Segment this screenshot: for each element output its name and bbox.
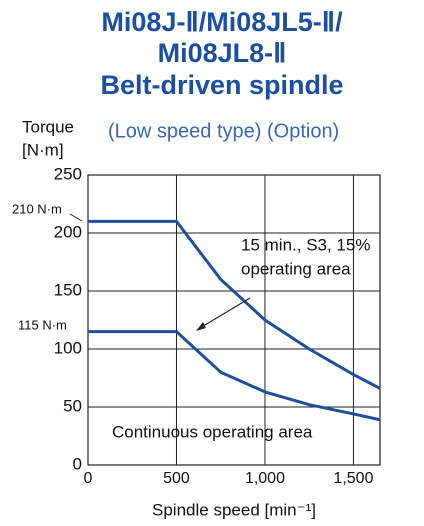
annotation: 115 N·m [18, 317, 67, 332]
x-tick-label: 500 [163, 470, 190, 487]
x-tick-label: 1,500 [333, 470, 373, 487]
y-tick-label: 150 [54, 280, 82, 299]
annotation: 210 N·m [12, 201, 62, 216]
y-tick-label: 200 [54, 222, 82, 241]
y-tick-label: 0 [73, 454, 82, 473]
chart-subtitle: (Low speed type) (Option) [108, 120, 339, 142]
annotation: 15 min., S3, 15% [241, 235, 370, 254]
series-line [88, 219, 381, 390]
y-tick-label: 250 [54, 164, 82, 183]
series-line [88, 330, 381, 422]
y-axis-label: [N·m] [22, 140, 64, 159]
y-axis-label: Torque [22, 117, 74, 136]
annotation: operating area [241, 259, 351, 278]
chart-title: Belt-driven spindle [100, 70, 343, 100]
plot-frame [87, 174, 381, 466]
y-tick-label: 100 [54, 338, 82, 357]
x-axis-label: Spindle speed [min⁻¹] [152, 500, 316, 519]
chart-title: Mi08J-Ⅱ/Mi08JL5-Ⅱ/ [101, 7, 343, 37]
y-tick-label: 50 [63, 396, 82, 415]
x-tick-label: 1,000 [245, 470, 285, 487]
annotation: Continuous operating area [112, 422, 313, 441]
leader-line [69, 213, 83, 222]
x-tick-label: 0 [84, 470, 93, 487]
chart-title: Mi08JL8-Ⅱ [158, 38, 287, 68]
arrow-head [196, 322, 206, 331]
arrow-line [199, 297, 251, 329]
